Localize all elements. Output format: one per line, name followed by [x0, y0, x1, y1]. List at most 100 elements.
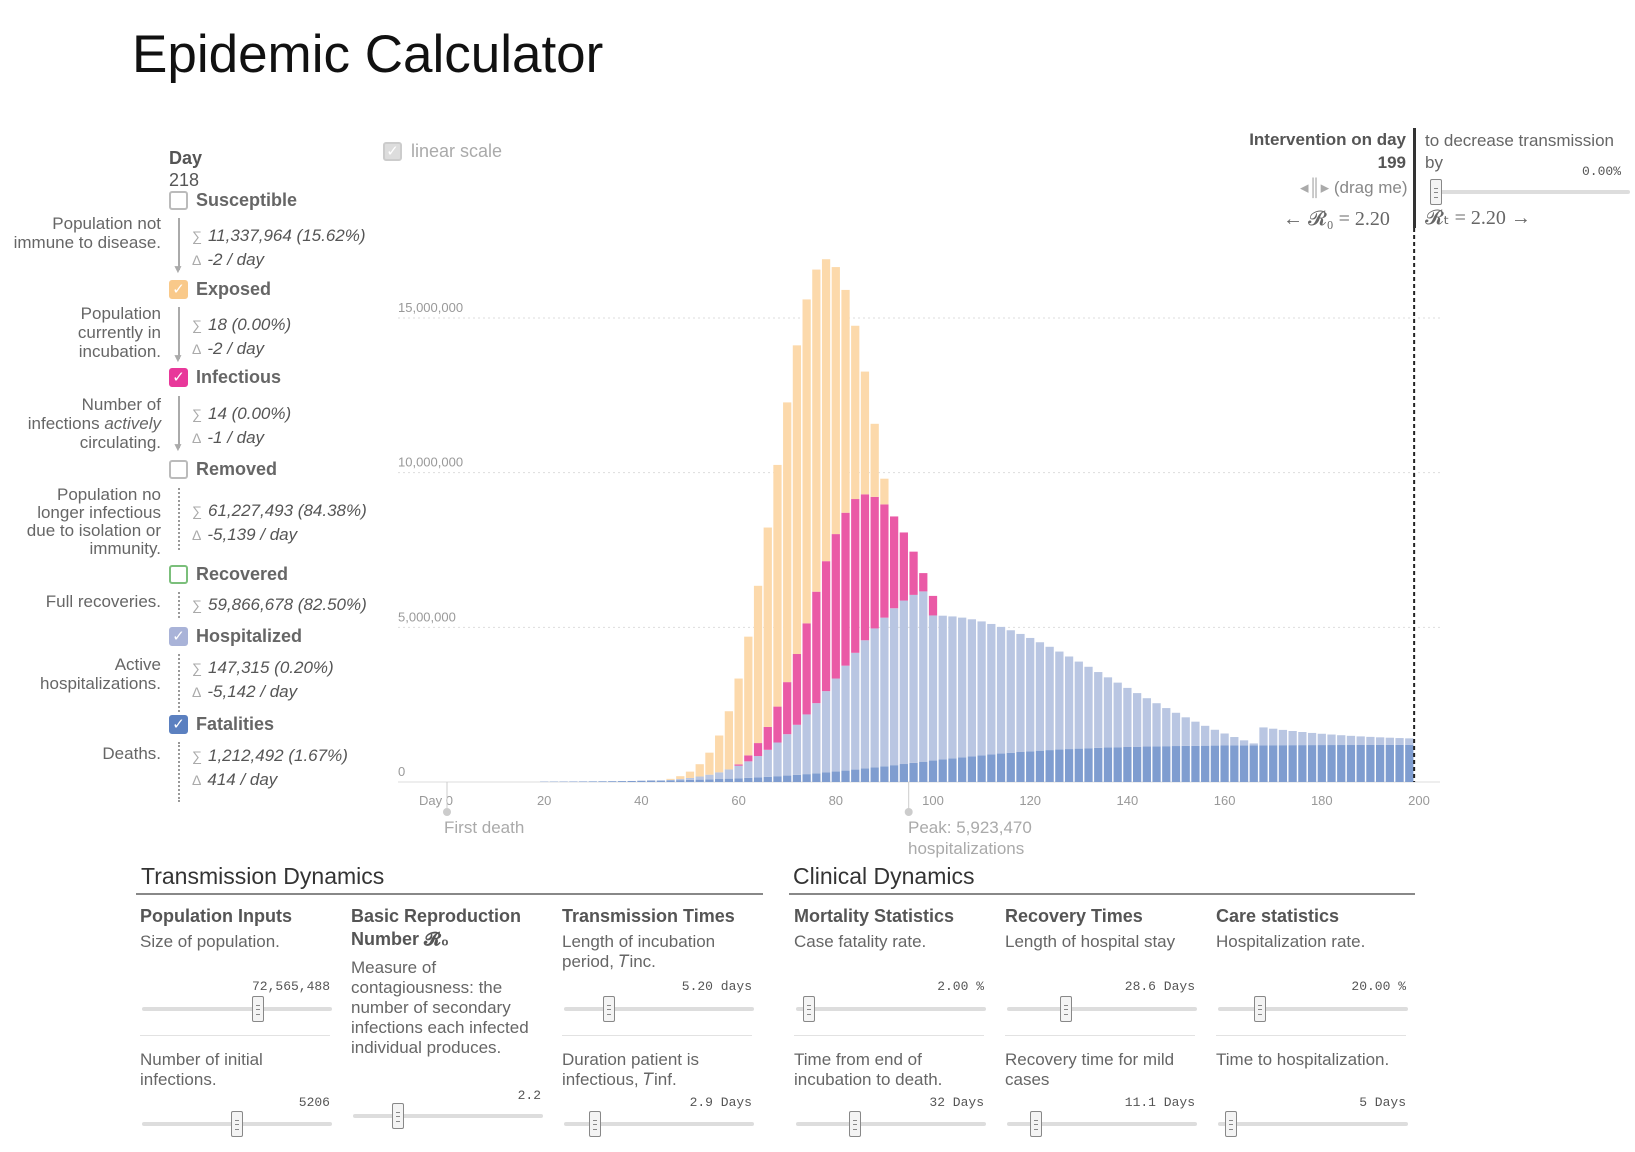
infectious-checkbox[interactable]: ✓ — [169, 368, 188, 387]
slider-thumb[interactable] — [1225, 1111, 1238, 1137]
time-to-death-description: Time from end of incubation to death. — [794, 1050, 943, 1089]
slider-thumb[interactable] — [231, 1111, 243, 1137]
bar-infectious — [744, 755, 753, 762]
bar-fatalities — [715, 779, 724, 782]
bar-fatalities — [1064, 749, 1074, 782]
fatalities-checkbox[interactable]: ✓ — [169, 715, 188, 734]
x-tick-label: 40 — [634, 793, 648, 808]
bar-hospitalized — [1006, 630, 1015, 753]
bar-hospitalized — [1395, 738, 1404, 745]
arrow-head-icon: ▼ — [172, 351, 184, 365]
bar-hospitalized — [1239, 740, 1249, 746]
intervention-handle-bar[interactable] — [1413, 128, 1416, 228]
x-tick-label: 140 — [1117, 793, 1139, 808]
bar-fatalities — [1171, 746, 1181, 782]
bar-fatalities — [705, 779, 714, 782]
hospitalization-rate-slider[interactable] — [1218, 1007, 1408, 1011]
bar-fatalities — [967, 756, 977, 782]
decrease-transmission-label: to decrease transmission by — [1425, 131, 1614, 172]
infectious-duration-slider[interactable] — [564, 1122, 754, 1126]
slider-thumb[interactable] — [392, 1103, 405, 1129]
bar-hospitalized — [1307, 732, 1317, 746]
fatality-rate-slider[interactable] — [796, 1007, 986, 1011]
bar-exposed — [880, 478, 889, 505]
decrease-slider-track[interactable] — [1432, 190, 1630, 194]
section-divider — [789, 893, 1415, 895]
incubation-slider[interactable] — [564, 1007, 754, 1011]
bar-hospitalized — [773, 742, 782, 777]
clinical-dynamics-title: Clinical Dynamics — [793, 863, 975, 889]
bar-fatalities — [802, 774, 811, 782]
bar-fatalities — [860, 768, 870, 782]
recovered-description: Full recoveries. — [45, 592, 161, 611]
initial-infections-description: Number of initial infections. — [140, 1050, 263, 1089]
removed-checkbox[interactable] — [169, 460, 188, 479]
r0-slider[interactable] — [353, 1114, 543, 1118]
flow-dotted-line — [178, 592, 180, 618]
bar-exposed — [870, 423, 879, 497]
bar-fatalities — [1142, 746, 1151, 782]
bar-hospitalized — [1103, 677, 1113, 748]
recovered-checkbox[interactable] — [169, 565, 188, 584]
bar-hospitalized — [909, 594, 918, 763]
hospital-stay-slider[interactable] — [1007, 1007, 1197, 1011]
bar-fatalities — [1220, 745, 1229, 782]
bar-infectious — [851, 499, 860, 653]
susceptible-checkbox[interactable] — [169, 191, 188, 210]
bar-fatalities — [1249, 745, 1258, 782]
bar-fatalities — [1016, 752, 1025, 782]
bar-hospitalized — [948, 616, 957, 759]
time-to-hospitalization-slider[interactable] — [1218, 1122, 1408, 1126]
bar-fatalities — [617, 781, 627, 782]
bar-fatalities — [1210, 745, 1220, 782]
bar-fatalities — [676, 780, 685, 782]
linear-scale-checkbox[interactable]: ✓ — [383, 142, 402, 161]
separator — [562, 1035, 752, 1036]
bar-hospitalized — [889, 608, 899, 766]
bar-fatalities — [1084, 748, 1093, 782]
bar-hospitalized — [958, 617, 967, 758]
bar-hospitalized — [870, 628, 879, 768]
slider-thumb[interactable] — [849, 1111, 862, 1137]
time-to-hospitalization-description: Time to hospitalization. — [1216, 1050, 1390, 1069]
bar-infectious — [928, 595, 938, 616]
bar-fatalities — [1181, 745, 1190, 782]
bar-fatalities — [1230, 745, 1239, 782]
slider-thumb[interactable] — [1060, 996, 1073, 1022]
bar-hospitalized — [802, 714, 811, 775]
susceptible-description: Population not immune to disease. — [13, 214, 161, 252]
bar-fatalities — [578, 781, 588, 782]
mild-recovery-slider[interactable] — [1007, 1122, 1197, 1126]
initial-infections-value: 5206 — [298, 1095, 330, 1110]
slider-thumb[interactable] — [1030, 1111, 1043, 1137]
population-size-slider[interactable] — [142, 1007, 332, 1011]
bar-hospitalized — [1230, 737, 1239, 746]
bar-fatalities — [724, 778, 734, 782]
bar-fatalities — [783, 775, 792, 782]
bar-fatalities — [948, 758, 957, 782]
bar-hospitalized — [1026, 637, 1035, 752]
bar-hospitalized — [1269, 728, 1278, 746]
drag-handle[interactable]: ◂║▸ (drag me) — [1300, 178, 1408, 197]
bar-hospitalized — [1220, 733, 1229, 746]
exposed-checkbox[interactable]: ✓ — [169, 280, 188, 299]
time-to-death-slider[interactable] — [796, 1122, 986, 1126]
slider-thumb[interactable] — [803, 996, 816, 1022]
slider-thumb[interactable] — [603, 996, 616, 1022]
slider-thumb[interactable] — [588, 1111, 601, 1137]
bar-fatalities — [1405, 744, 1414, 782]
decrease-slider-thumb[interactable] — [1430, 179, 1442, 205]
bar-hospitalized — [792, 724, 802, 775]
bar-hospitalized — [1249, 743, 1258, 746]
epidemic-chart[interactable]: 0 5,000,000 10,000,000 15,000,000 Day 0 20 40 6… — [0, 0, 1635, 860]
x-tick-label: 120 — [1019, 793, 1041, 808]
infectious-duration-description: Duration patient is infectious, 𝑇inf. — [562, 1050, 700, 1089]
slider-thumb[interactable] — [252, 996, 265, 1022]
hospitalized-checkbox[interactable]: ✓ — [169, 627, 188, 646]
bar-exposed — [792, 345, 802, 655]
bar-fatalities — [598, 781, 607, 782]
slider-thumb[interactable] — [1253, 996, 1266, 1022]
bar-fatalities — [1375, 744, 1385, 782]
bar-hospitalized — [753, 756, 763, 778]
hospitalized-delta: Δ -5,142 / day — [192, 682, 298, 701]
